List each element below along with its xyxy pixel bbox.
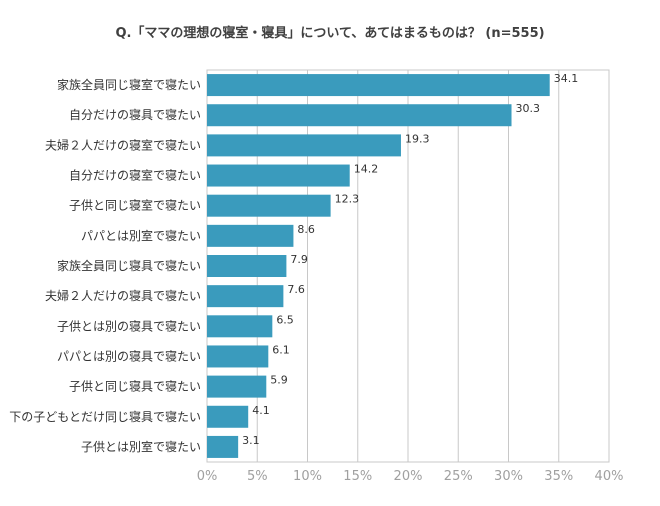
data-label: 6.5 (276, 313, 294, 326)
chart-title: Q.「ママの理想の寝室・寝具」について、あてはまるものは？ (n=555) (115, 26, 545, 41)
data-label: 3.1 (242, 434, 260, 447)
x-tick-label: 35% (544, 469, 573, 484)
x-tick-label: 15% (343, 469, 372, 484)
x-tick-label: 25% (444, 469, 473, 484)
data-label: 14.2 (354, 163, 379, 176)
x-tick-label: 30% (494, 469, 523, 484)
bar (207, 405, 249, 428)
data-label: 4.1 (252, 404, 270, 417)
data-label: 7.9 (290, 253, 308, 266)
category-label: 家族全員同じ寝具で寝たい (57, 258, 201, 273)
bar (207, 315, 273, 338)
category-label: 下の子どもとだけ同じ寝具で寝たい (9, 409, 201, 424)
x-tick-label: 5% (247, 469, 268, 484)
data-label: 34.1 (554, 72, 579, 85)
bar (207, 74, 550, 97)
bar (207, 375, 267, 398)
data-label: 6.1 (272, 343, 290, 356)
bar (207, 345, 269, 368)
data-label: 7.6 (287, 283, 305, 296)
category-label: 自分だけの寝室で寝たい (69, 168, 201, 183)
category-label: 子供と同じ寝具で寝たい (69, 379, 201, 394)
bar (207, 164, 350, 187)
category-label: パパとは別室で寝たい (81, 228, 201, 243)
category-label: 子供と同じ寝室で寝たい (69, 198, 201, 213)
bar (207, 194, 331, 217)
bar (207, 134, 401, 157)
category-label: 夫婦２人だけの寝具で寝たい (45, 288, 201, 303)
category-label: 家族全員同じ寝室で寝たい (57, 77, 201, 92)
x-tick-label: 20% (394, 469, 423, 484)
category-label: パパとは別の寝具で寝たい (57, 348, 201, 363)
category-label: 自分だけの寝具で寝たい (69, 107, 201, 122)
category-label: 子供とは別室で寝たい (81, 439, 201, 454)
bar (207, 285, 284, 308)
bar (207, 104, 512, 127)
x-tick-label: 40% (595, 469, 624, 484)
data-label: 8.6 (297, 223, 315, 236)
x-tick-label: 10% (293, 469, 322, 484)
data-label: 19.3 (405, 132, 430, 145)
bar (207, 435, 239, 458)
data-label: 30.3 (516, 102, 541, 115)
data-label: 5.9 (270, 374, 288, 387)
bar (207, 255, 287, 277)
bar (207, 224, 294, 247)
data-label: 12.3 (335, 193, 360, 206)
category-label: 子供とは別の寝具で寝たい (57, 318, 201, 333)
x-tick-label: 0% (197, 469, 218, 484)
category-label: 夫婦２人だけの寝室で寝たい (45, 137, 201, 152)
